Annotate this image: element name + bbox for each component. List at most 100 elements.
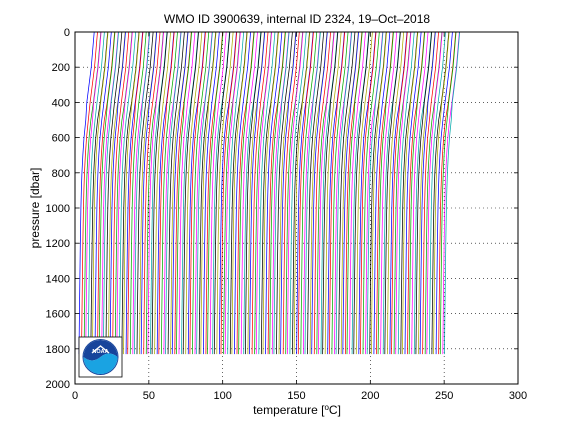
x-tick-label: 250 bbox=[435, 390, 453, 402]
profile-line bbox=[98, 32, 116, 355]
y-tick-label: 1200 bbox=[46, 238, 70, 250]
profile-line bbox=[102, 32, 119, 355]
profile-line bbox=[176, 32, 193, 355]
profile-line bbox=[94, 32, 112, 355]
profile-line bbox=[349, 32, 366, 355]
profile-line bbox=[123, 32, 140, 355]
profile-line bbox=[200, 32, 217, 355]
profile-line bbox=[105, 32, 123, 355]
profile-line bbox=[397, 32, 415, 355]
profile-line bbox=[370, 32, 387, 355]
profile-line bbox=[313, 32, 331, 355]
profile-line bbox=[165, 32, 182, 355]
profile-line bbox=[282, 32, 300, 355]
profile-line bbox=[213, 32, 231, 355]
profile-line bbox=[129, 32, 147, 355]
profile-line bbox=[196, 32, 213, 355]
profile-line bbox=[422, 32, 439, 355]
profile-line bbox=[140, 32, 158, 355]
profile-line bbox=[377, 32, 394, 355]
profile-line bbox=[331, 32, 349, 355]
x-tick-label: 100 bbox=[213, 390, 231, 402]
profile-line bbox=[439, 32, 457, 355]
profile-line bbox=[224, 32, 241, 355]
profile-line bbox=[251, 32, 269, 355]
profile-line bbox=[85, 32, 102, 355]
profile-line bbox=[391, 32, 408, 355]
y-tick-label: 600 bbox=[52, 133, 70, 145]
profile-line bbox=[244, 32, 262, 355]
profile-line bbox=[335, 32, 353, 355]
profile-line bbox=[307, 32, 325, 355]
profile-line bbox=[322, 32, 339, 355]
noaa-logo-text: NOAA bbox=[92, 349, 108, 355]
profile-line bbox=[293, 32, 311, 355]
profile-line bbox=[112, 32, 130, 355]
profile-line bbox=[249, 32, 266, 355]
profile-line bbox=[207, 32, 224, 355]
profile-line bbox=[234, 32, 251, 355]
profile-line bbox=[408, 32, 426, 355]
profile-line bbox=[92, 32, 109, 355]
profile-line bbox=[386, 32, 405, 355]
profile-line bbox=[158, 32, 175, 355]
profile-line bbox=[171, 32, 189, 355]
profile-line bbox=[428, 32, 446, 355]
profile-line bbox=[151, 32, 168, 355]
profile-line bbox=[127, 32, 144, 355]
profile-line bbox=[192, 32, 210, 355]
x-tick-label: 300 bbox=[509, 390, 527, 402]
profile-line bbox=[297, 32, 314, 355]
x-axis-label: temperature [oC] bbox=[253, 403, 341, 418]
y-tick-label: 1400 bbox=[46, 273, 70, 285]
profile-line bbox=[167, 32, 185, 355]
profile-line bbox=[280, 32, 297, 355]
chart-title: WMO ID 3900639, internal ID 2324, 19–Oct… bbox=[164, 12, 430, 26]
y-tick-label: 200 bbox=[52, 62, 70, 74]
profile-line bbox=[109, 32, 126, 355]
profile-line bbox=[366, 32, 384, 355]
profile-line bbox=[444, 32, 461, 355]
noaa-logo: NOAA bbox=[78, 336, 123, 378]
profile-line bbox=[304, 32, 321, 355]
profile-line bbox=[411, 32, 429, 355]
profile-lines bbox=[78, 32, 461, 355]
y-tick-label: 1600 bbox=[46, 309, 70, 321]
profile-line bbox=[415, 32, 433, 355]
profile-line bbox=[342, 32, 359, 355]
x-axis-label-unit: C] bbox=[329, 403, 341, 417]
profile-line bbox=[300, 32, 318, 355]
y-axis-label: pressure [dbar] bbox=[28, 168, 42, 249]
x-tick-label: 0 bbox=[72, 390, 78, 402]
profile-line bbox=[160, 32, 178, 355]
profile-line bbox=[311, 32, 328, 355]
profile-line bbox=[227, 32, 245, 355]
y-tick-label: 2000 bbox=[46, 379, 70, 391]
profile-line bbox=[289, 32, 307, 355]
profile-line bbox=[353, 32, 370, 355]
profile-line bbox=[395, 32, 412, 355]
profile-line bbox=[426, 32, 443, 355]
profile-line bbox=[147, 32, 165, 355]
y-tick-label: 0 bbox=[64, 27, 70, 39]
profile-line bbox=[380, 32, 398, 355]
profile-line bbox=[318, 32, 335, 355]
x-axis-label-text: temperature [ bbox=[253, 403, 325, 417]
profile-line bbox=[355, 32, 373, 355]
profile-line bbox=[324, 32, 342, 355]
y-tick-label: 1800 bbox=[46, 344, 70, 356]
profile-line bbox=[433, 32, 450, 355]
profile-line bbox=[118, 32, 137, 355]
profile-line bbox=[276, 32, 293, 355]
profile-line bbox=[240, 32, 258, 355]
profile-line bbox=[419, 32, 436, 355]
profile-line bbox=[258, 32, 276, 355]
profile-line bbox=[231, 32, 248, 355]
profile-line bbox=[185, 32, 203, 355]
profile-line bbox=[136, 32, 154, 355]
profile-line bbox=[209, 32, 227, 355]
profile-line bbox=[116, 32, 133, 355]
profile-line bbox=[154, 32, 171, 355]
y-tick-label: 800 bbox=[52, 168, 70, 180]
